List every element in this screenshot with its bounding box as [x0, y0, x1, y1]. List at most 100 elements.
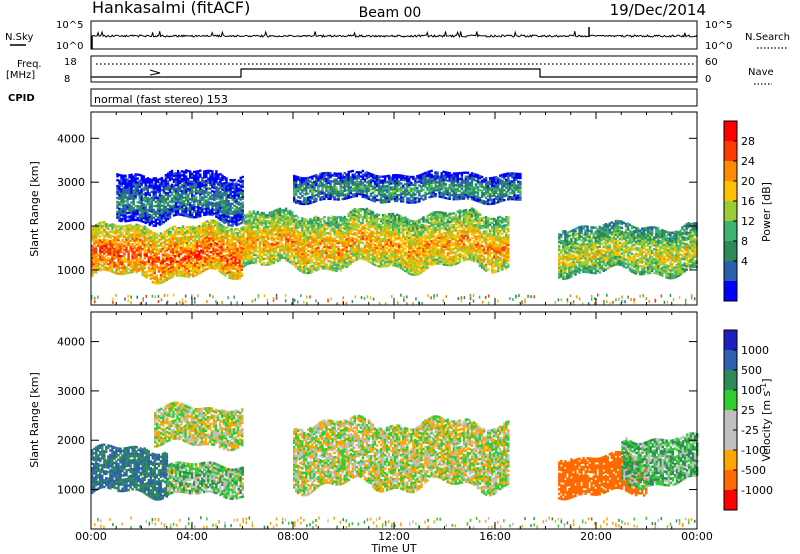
heatmap-cell	[198, 264, 201, 267]
heatmap-cell	[163, 276, 167, 279]
heatmap-cell	[256, 236, 259, 239]
heatmap-cell	[179, 262, 183, 265]
heatmap-cell	[194, 238, 197, 242]
heatmap-cell	[223, 189, 226, 193]
heatmap-cell	[203, 192, 206, 195]
heatmap-cell	[234, 253, 237, 257]
heatmap-cell	[172, 196, 176, 199]
heatmap-cell	[170, 183, 174, 186]
heatmap-cell	[149, 250, 152, 253]
heatmap-cell	[209, 175, 212, 179]
heatmap-cell	[149, 261, 152, 265]
heatmap-cell	[217, 177, 220, 180]
heatmap-cell	[191, 216, 194, 219]
heatmap-cell	[134, 183, 137, 186]
heatmap-cell	[137, 245, 140, 249]
heatmap-cell	[146, 181, 149, 184]
heatmap-cell	[278, 217, 282, 220]
heatmap-cell	[229, 202, 232, 205]
heatmap-cell	[230, 255, 233, 258]
heatmap-cell	[204, 252, 207, 256]
heatmap-cell	[174, 213, 178, 216]
heatmap-cell	[289, 213, 292, 216]
heatmap-cell	[111, 235, 114, 238]
heatmap-cell	[175, 252, 179, 256]
heatmap-cell	[154, 218, 157, 221]
heatmap-cell	[129, 249, 132, 252]
heatmap-cell	[222, 266, 225, 270]
heatmap-cell	[131, 261, 134, 264]
heatmap-cell	[119, 257, 122, 260]
heatmap-cell	[291, 234, 294, 238]
heatmap-cell	[276, 241, 280, 245]
freq-tick-bottom: 8	[64, 74, 70, 85]
heatmap-cell	[268, 233, 272, 236]
heatmap-cell	[190, 237, 193, 241]
heatmap-cell	[215, 172, 218, 175]
heatmap-cell	[202, 255, 205, 259]
heatmap-cell	[158, 211, 162, 214]
heatmap-cell	[280, 225, 284, 228]
heatmap-cell	[172, 200, 176, 203]
heatmap-cell	[212, 243, 215, 246]
heatmap-cell	[165, 235, 169, 238]
heatmap-cell	[187, 213, 190, 216]
heatmap-cell	[221, 214, 224, 217]
heatmap-cell	[120, 178, 123, 181]
heatmap-cell	[408, 218, 411, 222]
heatmap-cell	[198, 238, 201, 242]
heatmap-cell	[219, 198, 222, 202]
heatmap-cell	[291, 227, 294, 230]
heatmap-cell	[136, 183, 139, 186]
heatmap-cell	[199, 181, 202, 184]
heatmap-cell	[148, 217, 151, 220]
heatmap-cell	[143, 271, 146, 274]
heatmap-cell	[155, 274, 158, 277]
heatmap-cell	[162, 185, 166, 188]
heatmap-cell	[126, 192, 129, 195]
heatmap-cell	[197, 199, 200, 203]
heatmap-cell	[125, 242, 128, 245]
heatmap-cell	[204, 235, 207, 238]
heatmap-cell	[286, 255, 290, 259]
heatmap-region	[91, 219, 243, 285]
heatmap-cell	[254, 253, 257, 257]
heatmap-cell	[162, 191, 166, 194]
heatmap-cell	[120, 209, 123, 213]
heatmap-cell	[278, 255, 282, 258]
heatmap-cell	[258, 252, 262, 256]
heatmap-cell	[132, 189, 135, 192]
heatmap-cell	[204, 233, 207, 236]
heatmap-cell	[188, 257, 191, 261]
heatmap-cell	[157, 282, 161, 285]
heatmap-cell	[248, 230, 251, 233]
heatmap-cell	[220, 271, 223, 274]
heatmap-cell	[201, 210, 204, 213]
heatmap-cell	[233, 210, 236, 213]
heatmap-cell	[140, 212, 143, 215]
heatmap-cell	[216, 244, 219, 248]
heatmap-cell	[210, 233, 213, 236]
heatmap-cell	[248, 216, 251, 219]
heatmap-cell	[175, 268, 179, 271]
heatmap-cell	[117, 248, 120, 252]
heatmap-cell	[180, 195, 184, 199]
heatmap-cell	[246, 254, 249, 258]
heatmap-cell	[132, 183, 135, 186]
heatmap-cell	[228, 276, 231, 279]
heatmap-cell	[194, 244, 197, 248]
heatmap-cell	[191, 186, 194, 189]
heatmap-cell	[228, 243, 231, 246]
heatmap-cell	[146, 189, 149, 192]
heatmap-cell	[250, 241, 253, 245]
heatmap-cell	[218, 254, 221, 257]
heatmap-cell	[131, 266, 134, 270]
heatmap-cell	[101, 268, 104, 271]
heatmap-cell	[217, 215, 220, 218]
heatmap-cell	[152, 194, 155, 198]
heatmap-cell	[128, 205, 131, 208]
heatmap-cell	[291, 260, 294, 263]
heatmap-cell	[167, 238, 171, 241]
heatmap-cell	[221, 220, 224, 223]
heatmap-cell	[144, 196, 147, 199]
